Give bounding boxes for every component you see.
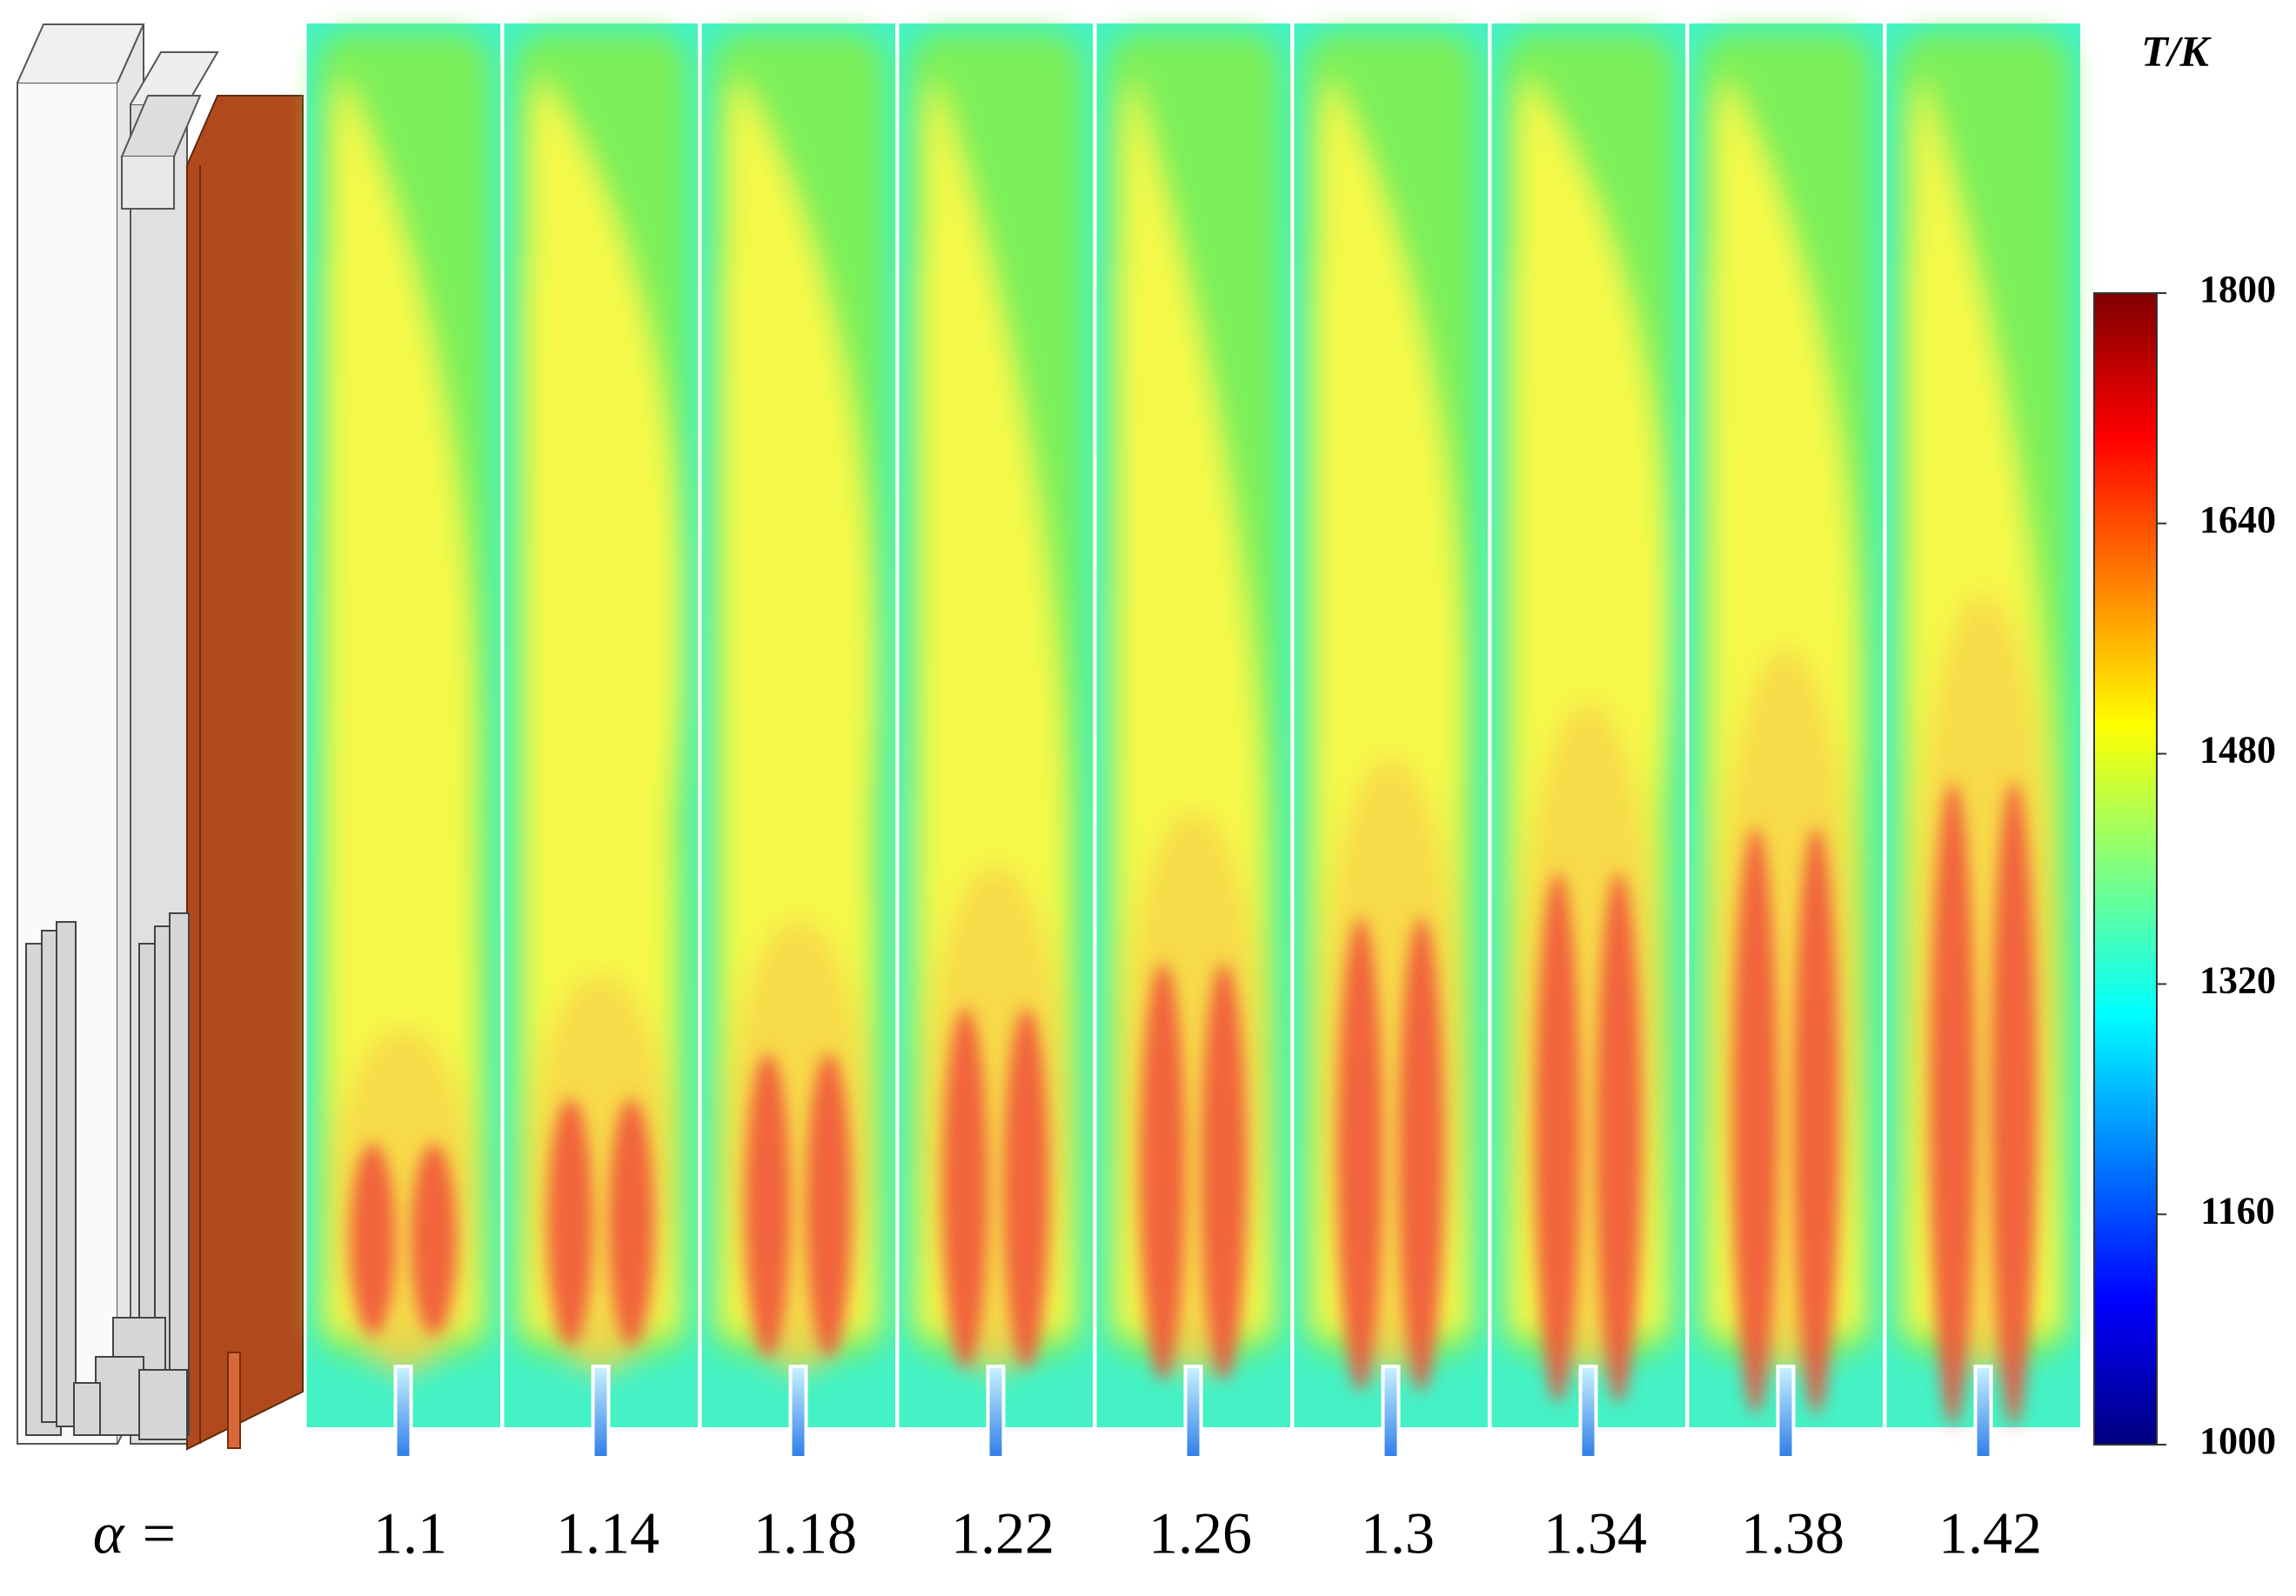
alpha-value: 1.34 (1543, 1500, 1647, 1566)
plumes (547, 1099, 654, 1346)
colorbar-label: T/K (2141, 26, 2212, 75)
colorbar-tick-label: 1000 (2199, 1419, 2276, 1462)
contour-panels (304, 23, 2080, 1459)
plume (547, 1099, 593, 1346)
yellow-core (326, 76, 480, 1332)
contour-panel (1094, 23, 1290, 1459)
field (514, 32, 687, 1375)
plume (1930, 782, 1976, 1426)
field (909, 32, 1082, 1375)
plume (1991, 782, 2037, 1426)
plume (411, 1144, 457, 1335)
plume (1535, 872, 1581, 1403)
plumes (942, 1008, 1049, 1369)
field (1897, 32, 2070, 1375)
injector (393, 1365, 413, 1459)
alpha-value: 1.14 (556, 1500, 659, 1566)
plumes (1732, 827, 1839, 1414)
field (317, 32, 490, 1375)
contour-panel (1489, 23, 1685, 1459)
injector (986, 1365, 1006, 1459)
field (1502, 32, 1675, 1375)
plume (1201, 963, 1247, 1380)
field (1699, 32, 1872, 1375)
plumes (350, 1144, 457, 1335)
alpha-value: 1.38 (1741, 1500, 1844, 1566)
field (712, 32, 885, 1375)
contour-panel (501, 23, 698, 1459)
field (1107, 32, 1280, 1375)
plume (942, 1008, 988, 1369)
plume (806, 1053, 852, 1358)
plume (1596, 872, 1642, 1403)
plume (1732, 827, 1778, 1414)
plumes (1535, 872, 1642, 1403)
injector (1381, 1365, 1401, 1459)
plume (350, 1144, 396, 1335)
colorbar-tick-label: 1480 (2199, 729, 2276, 771)
plume (1398, 918, 1444, 1392)
alpha-label: α = (93, 1500, 179, 1566)
colorbar-tick-label: 1640 (2199, 498, 2276, 541)
contour-panel (1686, 23, 1883, 1459)
plume (1337, 918, 1383, 1392)
colorbar (2093, 292, 2158, 1446)
plume (1003, 1008, 1049, 1369)
alpha-value: 1.26 (1148, 1500, 1252, 1566)
contour-panel (699, 23, 895, 1459)
plumes (745, 1053, 852, 1358)
contour-panel (304, 23, 500, 1459)
colorbar-tick-label: 1800 (2199, 268, 2276, 311)
contour-panel (1884, 23, 2080, 1459)
plumes (1930, 782, 2037, 1426)
injector (1183, 1365, 1203, 1459)
alpha-value: 1.3 (1361, 1500, 1435, 1566)
injector (1578, 1365, 1598, 1459)
injector (591, 1365, 611, 1459)
injector (1776, 1365, 1796, 1459)
injector (788, 1365, 808, 1459)
plume (1793, 827, 1839, 1414)
alpha-value: 1.42 (1938, 1500, 2042, 1566)
contour-panel (1291, 23, 1488, 1459)
plume (608, 1099, 654, 1346)
alpha-value: 1.22 (951, 1500, 1054, 1566)
contour-panel (896, 23, 1093, 1459)
plumes (1140, 963, 1247, 1380)
alpha-value: 1.1 (373, 1500, 447, 1566)
injector (1973, 1365, 1993, 1459)
plume (745, 1053, 791, 1358)
plumes (1337, 918, 1444, 1392)
colorbar-tick-label: 1320 (2199, 958, 2276, 1001)
field (1304, 32, 1477, 1375)
plume (1140, 963, 1186, 1380)
furnace-3d (17, 23, 304, 1451)
alpha-value: 1.18 (753, 1500, 857, 1566)
colorbar-tick-label: 1160 (2200, 1189, 2275, 1232)
